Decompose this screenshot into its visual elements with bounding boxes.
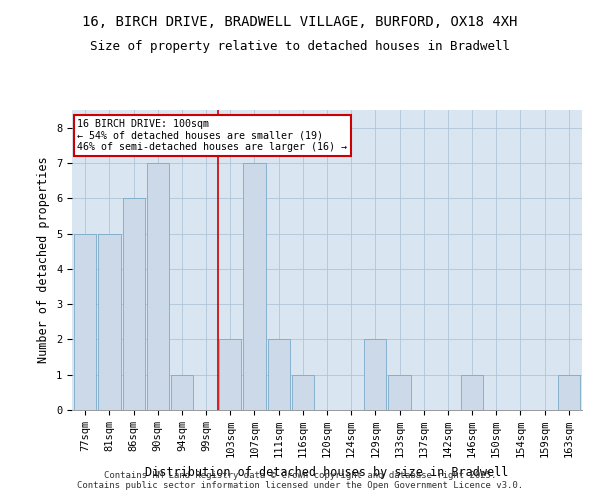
Bar (74, 234, 97, 410)
Bar (388, 374, 410, 410)
Bar (292, 374, 314, 410)
Bar (146, 163, 169, 410)
Text: 16, BIRCH DRIVE, BRADWELL VILLAGE, BURFORD, OX18 4XH: 16, BIRCH DRIVE, BRADWELL VILLAGE, BURFO… (82, 15, 518, 29)
X-axis label: Distribution of detached houses by size in Bradwell: Distribution of detached houses by size … (145, 466, 509, 478)
Bar (557, 374, 580, 410)
Bar (268, 340, 290, 410)
Bar (171, 374, 193, 410)
Text: 16 BIRCH DRIVE: 100sqm
← 54% of detached houses are smaller (19)
46% of semi-det: 16 BIRCH DRIVE: 100sqm ← 54% of detached… (77, 119, 347, 152)
Bar (461, 374, 483, 410)
Bar (98, 234, 121, 410)
Y-axis label: Number of detached properties: Number of detached properties (37, 156, 50, 364)
Bar (122, 198, 145, 410)
Bar (219, 340, 241, 410)
Bar (364, 340, 386, 410)
Bar (244, 163, 266, 410)
Text: Size of property relative to detached houses in Bradwell: Size of property relative to detached ho… (90, 40, 510, 53)
Text: Contains HM Land Registry data © Crown copyright and database right 2025.
Contai: Contains HM Land Registry data © Crown c… (77, 470, 523, 490)
